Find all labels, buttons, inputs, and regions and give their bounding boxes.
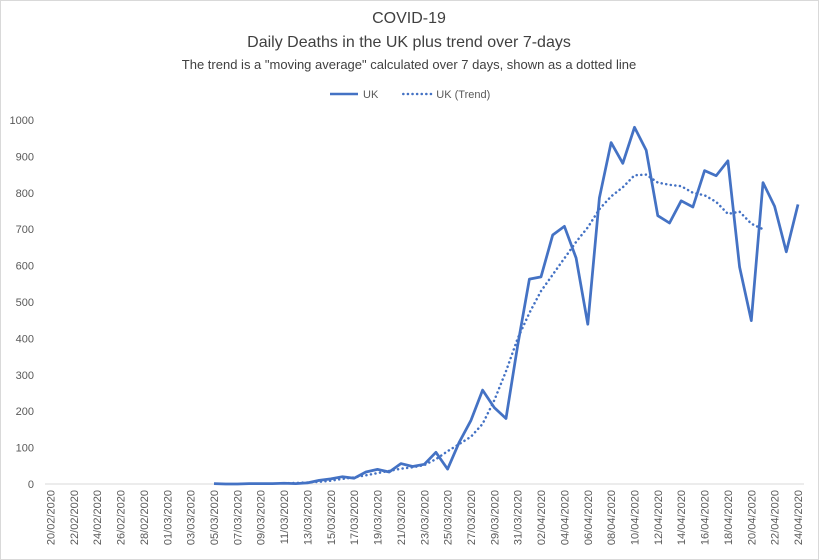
chart-title: Daily Deaths in the UK plus trend over 7… <box>247 34 571 51</box>
x-tick-label: 10/04/2020 <box>629 490 641 545</box>
x-tick-label: 20/04/2020 <box>746 490 758 545</box>
y-tick-label: 400 <box>16 333 34 345</box>
x-tick-label: 17/03/2020 <box>349 490 361 545</box>
x-tick-label: 13/03/2020 <box>302 490 314 545</box>
x-tick-label: 11/03/2020 <box>279 490 291 544</box>
y-tick-label: 1000 <box>10 115 34 127</box>
x-tick-label: 02/04/2020 <box>536 490 548 545</box>
x-tick-label: 24/02/2020 <box>92 490 104 545</box>
x-tick-label: 14/04/2020 <box>676 490 688 545</box>
x-tick-label: 27/03/2020 <box>466 490 478 545</box>
x-tick-label: 28/02/2020 <box>139 490 151 545</box>
x-tick-label: 08/04/2020 <box>606 490 618 545</box>
x-tick-label: 24/04/2020 <box>793 490 805 545</box>
x-tick-label: 19/03/2020 <box>373 490 385 545</box>
x-tick-label: 03/03/2020 <box>186 490 198 545</box>
x-tick-label: 09/03/2020 <box>256 490 268 545</box>
y-tick-label: 0 <box>28 479 34 491</box>
x-tick-label: 20/02/2020 <box>46 490 58 545</box>
chart-title: COVID-19 <box>372 10 446 27</box>
y-tick-label: 300 <box>16 370 34 382</box>
x-tick-label: 01/03/2020 <box>162 490 174 545</box>
legend-label: UK <box>363 89 379 101</box>
y-tick-label: 500 <box>16 297 34 309</box>
y-tick-label: 900 <box>16 151 34 163</box>
y-tick-label: 200 <box>16 406 34 418</box>
x-tick-label: 18/04/2020 <box>723 490 735 545</box>
chart-subtitle: The trend is a "moving average" calculat… <box>182 57 636 72</box>
y-tick-label: 100 <box>16 443 34 455</box>
y-tick-label: 800 <box>16 188 34 200</box>
x-tick-label: 15/03/2020 <box>326 490 338 545</box>
x-tick-label: 21/03/2020 <box>396 490 408 545</box>
x-tick-label: 04/04/2020 <box>559 490 571 545</box>
y-tick-label: 700 <box>16 224 34 236</box>
x-tick-label: 07/03/2020 <box>232 490 244 545</box>
x-tick-label: 22/04/2020 <box>770 490 782 545</box>
x-tick-label: 26/02/2020 <box>116 490 128 545</box>
legend-label: UK (Trend) <box>436 89 490 101</box>
x-tick-label: 06/04/2020 <box>583 490 595 545</box>
x-tick-label: 16/04/2020 <box>700 490 712 545</box>
x-tick-label: 29/03/2020 <box>489 490 501 545</box>
series-line <box>282 173 765 485</box>
y-tick-label: 600 <box>16 261 34 273</box>
x-tick-label: 31/03/2020 <box>513 490 525 545</box>
x-tick-label: 25/03/2020 <box>443 490 455 545</box>
x-tick-label: 05/03/2020 <box>209 490 221 545</box>
x-tick-label: 22/02/2020 <box>69 490 81 545</box>
x-tick-label: 12/04/2020 <box>653 490 665 545</box>
x-tick-label: 23/03/2020 <box>419 490 431 545</box>
